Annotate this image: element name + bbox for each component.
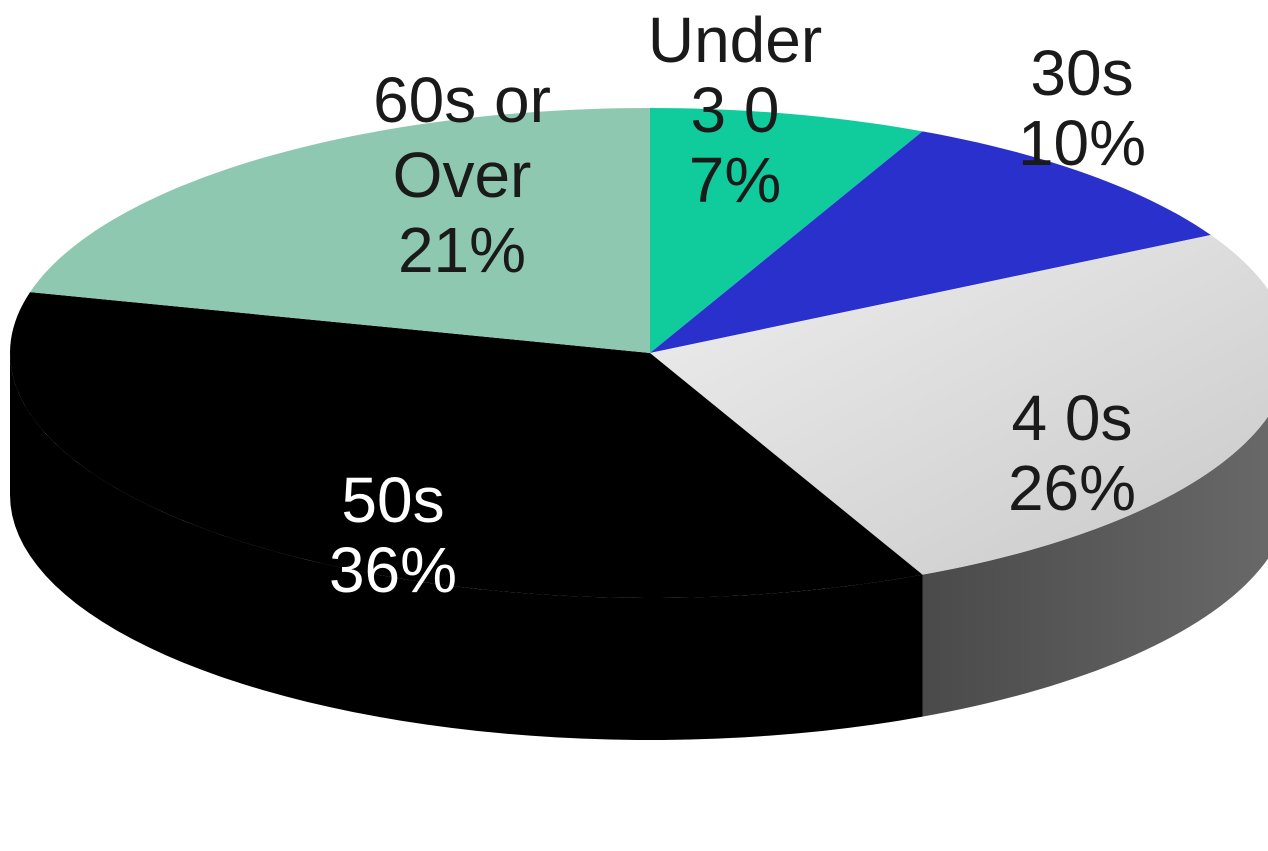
slice-fifties <box>10 292 923 598</box>
pie-side-walls <box>10 353 1268 740</box>
slice-label-fifties: 50s 36% <box>329 464 457 606</box>
pie-labels: Under 3 0 7%30s 10%4 0s 26%50s 36%60s or Over 2… <box>329 4 1146 606</box>
slice-label-forties: 4 0s 26% <box>1008 382 1136 524</box>
slice-label-line-thirties-0: 30s <box>1030 37 1133 109</box>
slice-label-under30: Under 3 0 7% <box>648 4 822 216</box>
slice-sixties <box>30 108 651 353</box>
slice-side-fifties <box>10 353 923 740</box>
slice-label-line-fifties-1: 36% <box>329 534 457 606</box>
slice-label-line-forties-0: 4 0s <box>1012 382 1133 454</box>
slice-label-line-under30-1: 3 0 <box>691 74 780 146</box>
slice-under30 <box>650 108 923 353</box>
slice-label-line-under30-0: Under <box>648 4 822 76</box>
slice-thirties <box>650 131 1211 353</box>
slice-label-line-sixties-1: Over <box>393 139 532 211</box>
slice-label-line-sixties-2: 21% <box>398 214 526 286</box>
pie-slices <box>10 108 1268 598</box>
slice-forties <box>650 234 1268 575</box>
slice-side-forties <box>922 416 1268 717</box>
slice-label-thirties: 30s 10% <box>1018 37 1146 179</box>
slice-label-sixties: 60s or Over 21% <box>373 64 551 286</box>
slice-label-line-forties-1: 26% <box>1008 452 1136 524</box>
slice-label-line-fifties-0: 50s <box>341 464 444 536</box>
slice-label-line-thirties-1: 10% <box>1018 107 1146 179</box>
slice-label-line-sixties-0: 60s or <box>373 64 551 136</box>
slice-label-line-under30-2: 7% <box>689 144 782 216</box>
